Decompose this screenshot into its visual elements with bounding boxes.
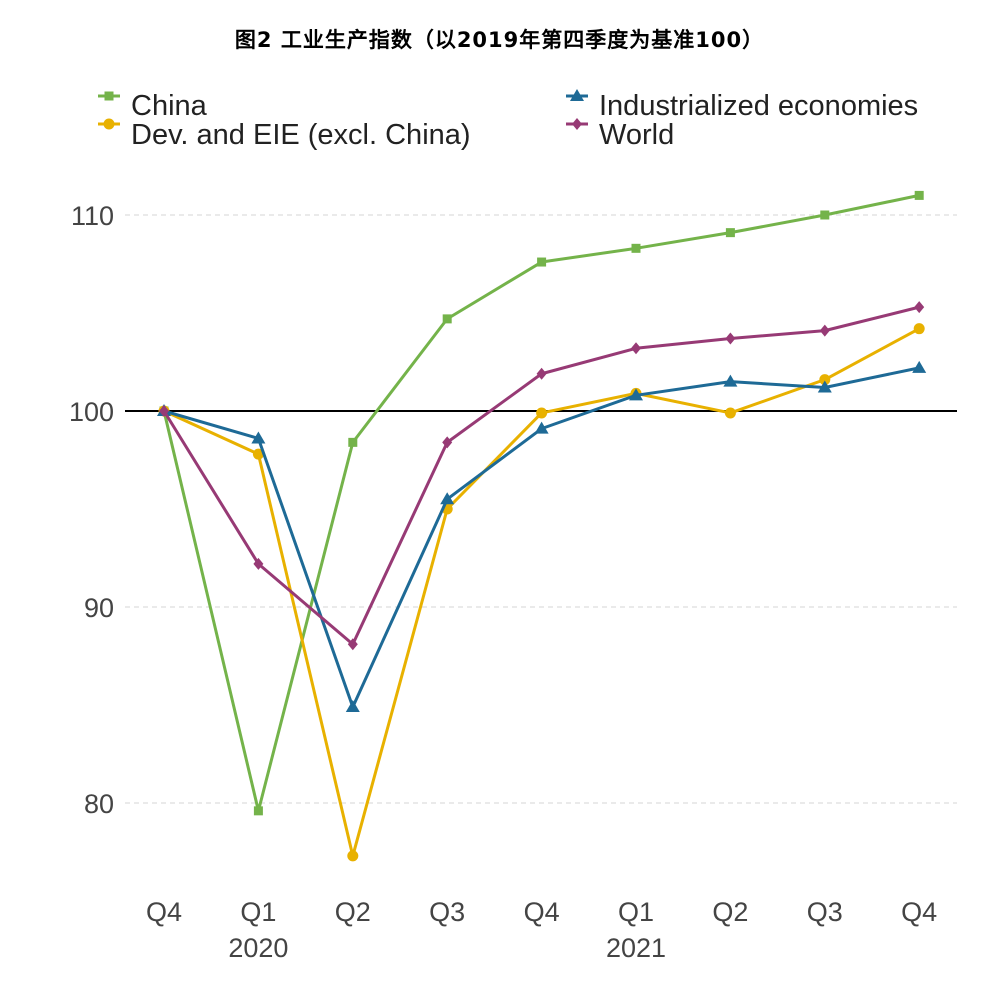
y-tick-label: 90 [84,593,114,623]
y-tick-label: 110 [71,201,114,231]
x-tick-label: Q4 [901,897,937,927]
data-point-dev-and-eie-excl-china [724,407,736,419]
x-tick-label: Q2 [712,897,748,927]
series-dev-and-eie-excl-china [158,323,925,862]
data-point-world [347,638,358,651]
data-point-industrialized-economies [534,421,549,434]
x-tick-label: Q1 [240,897,276,927]
x-year-label: 2020 [228,933,288,963]
data-point-industrialized-economies [723,374,738,387]
data-point-industrialized-economies [817,380,832,393]
legend-item-world: World [566,118,674,151]
data-point-industrialized-economies [629,388,643,401]
series-group [157,190,927,862]
x-year-label: 2021 [606,933,666,963]
legend-item-china: China [98,90,208,122]
data-point-china [537,257,547,267]
data-point-dev-and-eie-excl-china [252,448,264,460]
data-point-world [725,332,736,345]
data-point-china [725,228,735,238]
legend-marker [104,91,114,101]
data-point-china [631,243,641,253]
data-point-industrialized-economies [440,492,455,505]
x-tick-label: Q2 [335,897,371,927]
data-point-china [348,437,358,447]
legend-label: Industrialized economies [599,90,918,122]
series-world [159,301,925,651]
y-tick-label: 80 [84,789,114,819]
data-point-china [253,806,263,816]
data-point-industrialized-economies [251,431,266,444]
x-tick-label: Q1 [618,897,654,927]
data-point-industrialized-economies [912,360,927,373]
x-tick-label: Q4 [146,897,182,927]
series-china [159,190,924,816]
legend-label: Dev. and EIE (excl. China) [131,119,471,151]
data-point-world [914,301,925,314]
data-point-dev-and-eie-excl-china [819,374,831,386]
data-point-china [914,190,924,200]
legend-marker [572,118,582,130]
y-tick-label: 100 [69,397,114,427]
series-line-world [162,305,921,646]
series-line-china [162,193,921,813]
data-point-dev-and-eie-excl-china [913,323,925,335]
data-point-dev-and-eie-excl-china [347,850,359,862]
data-point-dev-and-eie-excl-china [536,407,548,419]
x-tick-label: Q4 [524,897,560,927]
data-point-world [253,557,264,570]
data-point-china [820,210,830,220]
legend-label: China [131,90,208,122]
data-point-industrialized-economies [345,699,360,712]
data-point-world [159,405,169,417]
data-point-world [631,342,641,355]
data-point-world [819,324,830,337]
legend-marker [103,118,115,130]
data-point-world [536,367,547,380]
data-point-world [442,436,453,449]
legend-item-industrialized-economies: Industrialized economies [566,89,918,122]
chart-title: 图2 工业生产指数（以2019年第四季度为基准100） [234,28,765,52]
x-tick-label: Q3 [429,897,465,927]
x-tick-label: Q3 [807,897,843,927]
legend-item-dev-and-eie-excl-china: Dev. and EIE (excl. China) [98,118,471,151]
x-axis-ticks: Q4 Q1 Q2 Q3 Q4 Q1 Q2 Q3 Q4 2020 2021 [146,897,937,963]
legend-label: World [599,119,674,151]
gridlines [125,214,957,804]
data-point-china [442,314,452,324]
y-axis-ticks: 80 90 100 110 [69,201,114,819]
legend-marker [570,89,584,101]
